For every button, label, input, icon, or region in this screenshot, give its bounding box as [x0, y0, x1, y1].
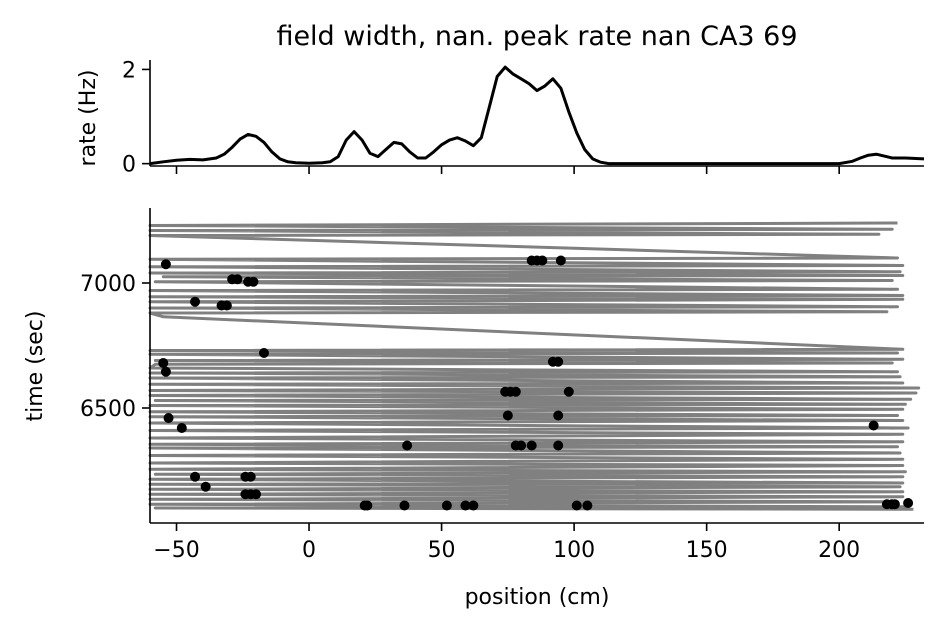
spike-point — [903, 498, 914, 508]
rate-y-tick-label: 0 — [122, 153, 136, 178]
spike-point — [245, 471, 256, 482]
trajectory-path — [148, 221, 921, 511]
spike-point — [190, 296, 201, 307]
spike-point — [553, 440, 564, 451]
rate-y-ticks: 02 — [122, 58, 150, 178]
spike-point — [889, 499, 900, 510]
spike-point — [402, 440, 413, 451]
spike-point — [158, 358, 169, 368]
raster-x-tick-label: −50 — [153, 538, 199, 563]
rate-y-axis-label: rate (Hz) — [76, 70, 101, 167]
spike-point — [190, 471, 201, 482]
spike-point — [160, 259, 171, 270]
spike-point — [582, 500, 593, 511]
spike-point — [399, 500, 410, 511]
spike-point — [537, 255, 548, 266]
spike-point — [553, 356, 564, 367]
raster-x-tick-label: 200 — [818, 538, 860, 563]
spike-point — [176, 423, 187, 433]
trajectory-lines — [148, 221, 921, 511]
raster-y-tick-label: 6500 — [80, 397, 136, 422]
raster-plot: −50 0 50 100 150 200 6500 7000 position (cm) t… — [23, 208, 924, 610]
rate-y-tick-label: 2 — [122, 58, 136, 83]
spike-point — [251, 489, 262, 500]
spike-point — [502, 410, 513, 421]
raster-x-axis-label: position (cm) — [465, 585, 610, 610]
raster-y-tick-label: 7000 — [80, 272, 136, 297]
spike-point — [163, 413, 174, 423]
spike-point — [868, 420, 879, 431]
spike-point — [232, 274, 243, 285]
spike-point — [510, 386, 521, 397]
spike-point — [571, 500, 582, 511]
spike-point — [248, 276, 259, 287]
spike-point — [160, 366, 171, 377]
spike-point — [563, 386, 574, 397]
raster-x-tick-label: 100 — [553, 538, 595, 563]
raster-x-tick-label: 0 — [302, 538, 316, 563]
spike-points — [158, 255, 914, 511]
raster-x-tick-label: 150 — [686, 538, 728, 563]
spike-point — [460, 500, 471, 511]
spike-point — [441, 500, 452, 511]
raster-y-ticks: 6500 7000 — [80, 272, 150, 422]
spike-point — [221, 300, 232, 311]
spike-point — [555, 255, 566, 266]
raster-y-axis-label: time (sec) — [23, 311, 48, 422]
spike-point — [526, 440, 537, 451]
chart-title: field width, nan. peak rate nan CA3 69 — [276, 21, 797, 52]
spike-point — [516, 440, 527, 451]
raster-x-tick-label: 50 — [428, 538, 456, 563]
spike-point — [362, 500, 373, 511]
raster-x-ticks: −50 0 50 100 150 200 — [153, 523, 860, 563]
spike-point — [258, 348, 269, 358]
spike-point — [200, 481, 211, 492]
spike-point — [553, 410, 564, 421]
rate-series-line — [149, 65, 925, 166]
rate-x-ticks — [175, 166, 840, 174]
rate-plot: 02 rate (Hz) — [76, 58, 925, 178]
spike-point — [468, 500, 479, 511]
